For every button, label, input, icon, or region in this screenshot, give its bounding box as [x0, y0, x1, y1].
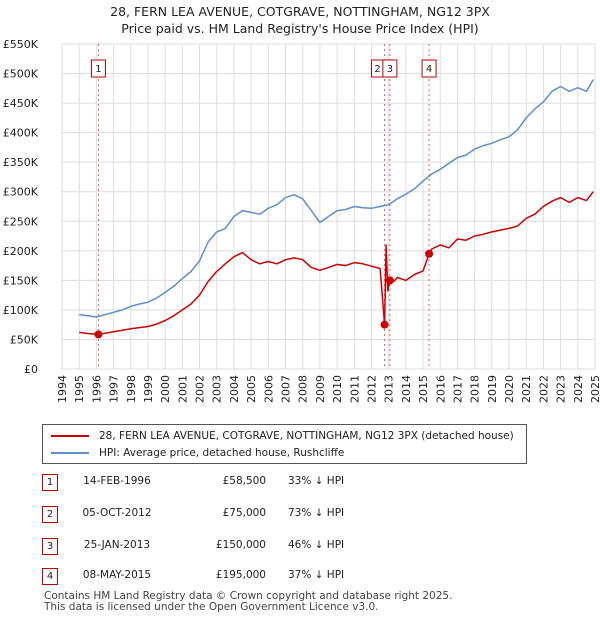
y-tick-label: £200K [3, 245, 39, 258]
x-tick-label: 2002 [194, 375, 207, 403]
x-tick-label: 2011 [348, 375, 361, 403]
y-tick-label: £300K [3, 186, 39, 199]
sale-hpi-diff: 33% ↓ HPI [288, 475, 345, 487]
x-tick-label: 2007 [280, 375, 293, 403]
chart-legend: 28, FERN LEA AVENUE, COTGRAVE, NOTTINGHA… [42, 424, 527, 464]
x-tick-label: 2009 [314, 375, 327, 403]
x-tick-label: 1995 [73, 375, 86, 403]
x-tick-label: 2001 [176, 375, 189, 403]
chart-subtitle: Price paid vs. HM Land Registry's House … [121, 21, 479, 36]
sale-date: 05-OCT-2012 [82, 507, 152, 519]
x-tick-label: 2018 [469, 375, 482, 403]
sale-date: 14-FEB-1996 [83, 475, 151, 487]
x-tick-label: 2008 [297, 375, 310, 403]
x-tick-label: 2005 [245, 375, 258, 403]
chart-title: 28, FERN LEA AVENUE, COTGRAVE, NOTTINGHA… [110, 4, 490, 19]
legend-item-property: 28, FERN LEA AVENUE, COTGRAVE, NOTTINGHA… [51, 427, 514, 445]
table-row: 4 08-MAY-2015 £195,000 37% ↓ HPI [42, 568, 402, 586]
sale-box [382, 59, 398, 78]
y-tick-label: £500K [3, 68, 39, 81]
x-tick-label: 1999 [142, 375, 155, 403]
x-tick-label: 2003 [211, 375, 224, 403]
x-tick-label: 2021 [520, 375, 533, 403]
x-tick-label: 2020 [503, 375, 516, 403]
legend-swatch-hpi [51, 452, 89, 454]
x-tick-label: 2015 [417, 375, 430, 403]
x-tick-label: 2014 [400, 375, 413, 403]
sale-number-badge: 4 [42, 568, 58, 585]
sale-point [94, 330, 103, 339]
sale-point [380, 320, 389, 329]
plot-area [61, 43, 596, 370]
sale-box-label: 4 [426, 64, 432, 75]
sale-box-label: 3 [387, 64, 393, 75]
sale-number-badge: 1 [42, 474, 58, 491]
x-tick-label: 1996 [90, 375, 103, 403]
y-tick-label: £400K [3, 127, 39, 140]
legend-swatch-property [51, 435, 89, 437]
footer-licence: This data is licensed under the Open Gov… [44, 601, 379, 613]
x-tick-label: 2019 [486, 375, 499, 403]
price-chart: £0 £50K £100K £150K £200K £250K £300K £350K £400… [3, 38, 600, 403]
x-tick-label: 2017 [451, 375, 464, 403]
series-line-hpi [79, 79, 594, 318]
sale-price: £195,000 [215, 569, 266, 581]
legend-label-property: 28, FERN LEA AVENUE, COTGRAVE, NOTTINGHA… [99, 430, 514, 442]
sale-box-label: 1 [95, 64, 101, 75]
series-line-property [79, 191, 594, 336]
x-tick-label: 2013 [383, 375, 396, 403]
x-tick-label: 2022 [537, 375, 550, 403]
y-tick-label: £0 [24, 363, 38, 376]
x-tick-label: 1997 [108, 375, 121, 403]
footer-copyright: Contains HM Land Registry data © Crown c… [44, 590, 453, 602]
sale-box-label: 2 [374, 64, 380, 75]
x-tick-label: 1994 [56, 375, 69, 403]
sale-point [385, 276, 394, 285]
sale-hpi-diff: 73% ↓ HPI [288, 507, 345, 519]
x-tick-label: 2000 [159, 375, 172, 403]
sale-date: 08-MAY-2015 [82, 569, 152, 581]
y-tick-label: £450K [3, 97, 39, 110]
legend-item-hpi: HPI: Average price, detached house, Rush… [51, 444, 344, 462]
sale-price: £150,000 [215, 539, 266, 551]
sale-box [90, 59, 106, 78]
y-tick-label: £50K [10, 333, 39, 346]
sale-hpi-diff: 37% ↓ HPI [288, 569, 345, 581]
table-row: 3 25-JAN-2013 £150,000 46% ↓ HPI [42, 538, 402, 556]
y-tick-label: £350K [3, 156, 39, 169]
table-row: 1 14-FEB-1996 £58,500 33% ↓ HPI [42, 474, 402, 492]
sale-point [425, 249, 434, 258]
y-tick-label: £150K [3, 274, 39, 287]
sale-date: 25-JAN-2013 [83, 539, 151, 551]
x-tick-label: 1998 [125, 375, 138, 403]
table-row: 2 05-OCT-2012 £75,000 73% ↓ HPI [42, 506, 402, 524]
y-tick-label: £100K [3, 304, 39, 317]
x-tick-label: 2010 [331, 375, 344, 403]
x-tick-label: 2004 [228, 375, 241, 403]
x-tick-label: 2024 [572, 375, 585, 403]
sale-number-badge: 2 [42, 506, 58, 523]
sale-hpi-diff: 46% ↓ HPI [288, 539, 345, 551]
sale-number-badge: 3 [42, 538, 58, 555]
x-tick-label: 2016 [434, 375, 447, 403]
x-tick-label: 2025 [589, 375, 600, 403]
x-tick-label: 2012 [365, 375, 378, 403]
y-tick-label: £550K [3, 38, 39, 51]
legend-label-hpi: HPI: Average price, detached house, Rush… [99, 447, 345, 459]
x-tick-label: 2023 [555, 375, 568, 403]
y-tick-label: £250K [3, 215, 39, 228]
x-tick-label: 2006 [262, 375, 275, 403]
sale-box [421, 59, 437, 78]
sale-price: £75,000 [222, 507, 266, 519]
sale-price: £58,500 [222, 475, 266, 487]
